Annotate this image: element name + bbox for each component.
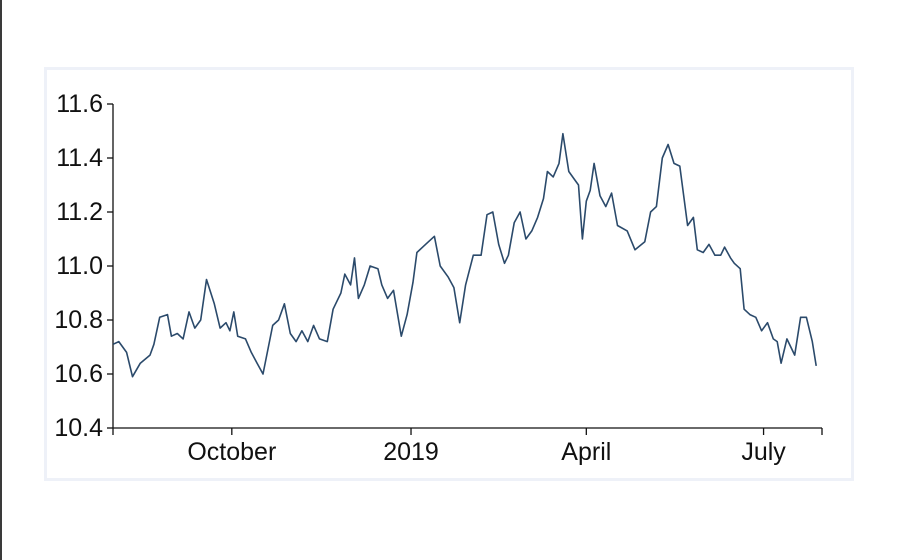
y-tick-label: 11.0 [56,252,103,280]
y-axis: 10.4 10.6 10.8 11.0 11.2 11.4 11.6 [54,90,114,442]
series-line [112,132,817,378]
x-tick-label: April [561,438,611,466]
y-tick-label: 10.4 [54,414,103,442]
y-tick-label: 10.6 [54,360,103,388]
y-tick-label: 11.6 [56,90,103,118]
chart-frame [44,67,854,481]
x-tick-label: October [187,438,276,466]
x-tick-label: 2019 [383,438,439,466]
y-tick-label: 11.2 [56,198,103,226]
y-tick-label: 10.8 [54,306,103,334]
plot-area [112,132,817,378]
x-tick-label: July [741,438,786,466]
page-left-border [0,0,2,560]
x-axis: October 2019 April July [112,427,823,466]
y-tick-label: 11.4 [56,144,103,172]
